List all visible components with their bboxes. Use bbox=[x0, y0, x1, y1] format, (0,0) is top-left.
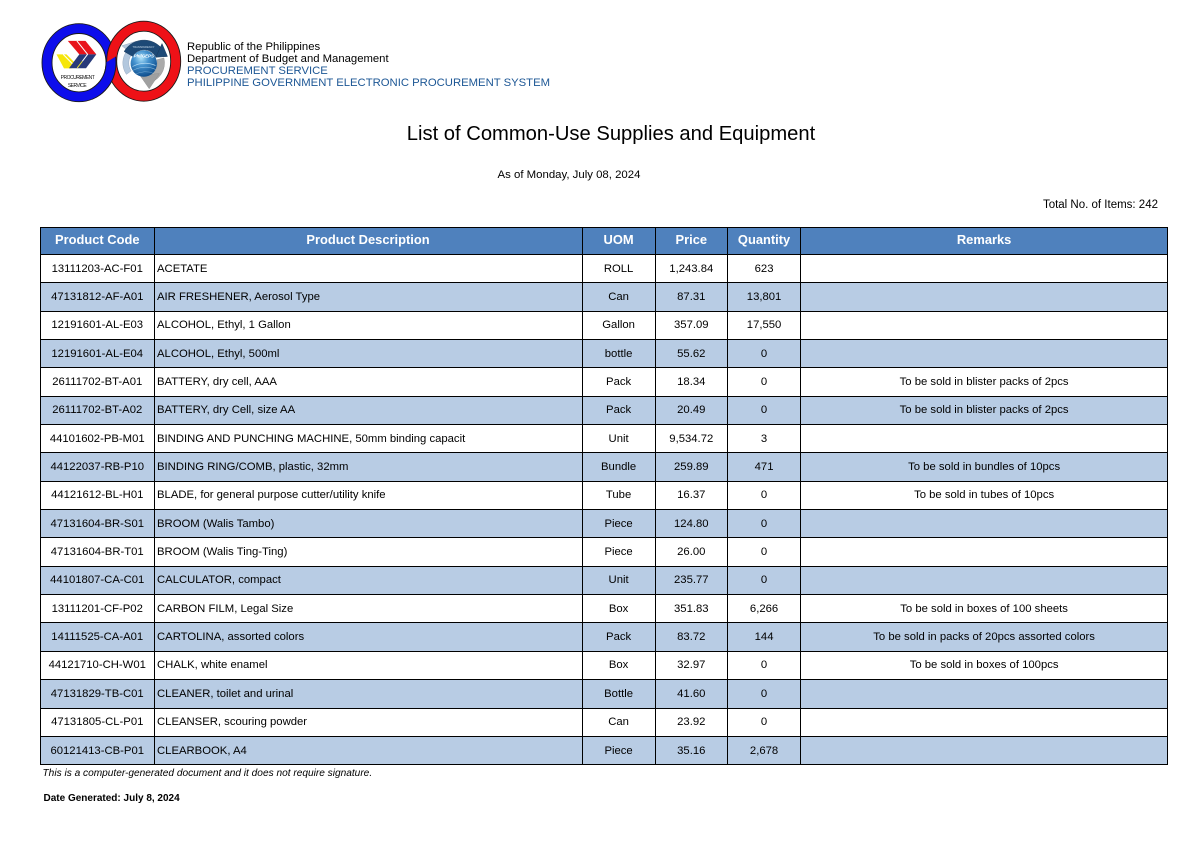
svg-text:PROCUREMENT: PROCUREMENT bbox=[61, 75, 95, 81]
svg-text:PhilGEPS: PhilGEPS bbox=[134, 54, 154, 59]
svg-text:TRANSPARENCY: TRANSPARENCY bbox=[133, 45, 155, 49]
svg-text:SERVICE: SERVICE bbox=[68, 83, 88, 89]
